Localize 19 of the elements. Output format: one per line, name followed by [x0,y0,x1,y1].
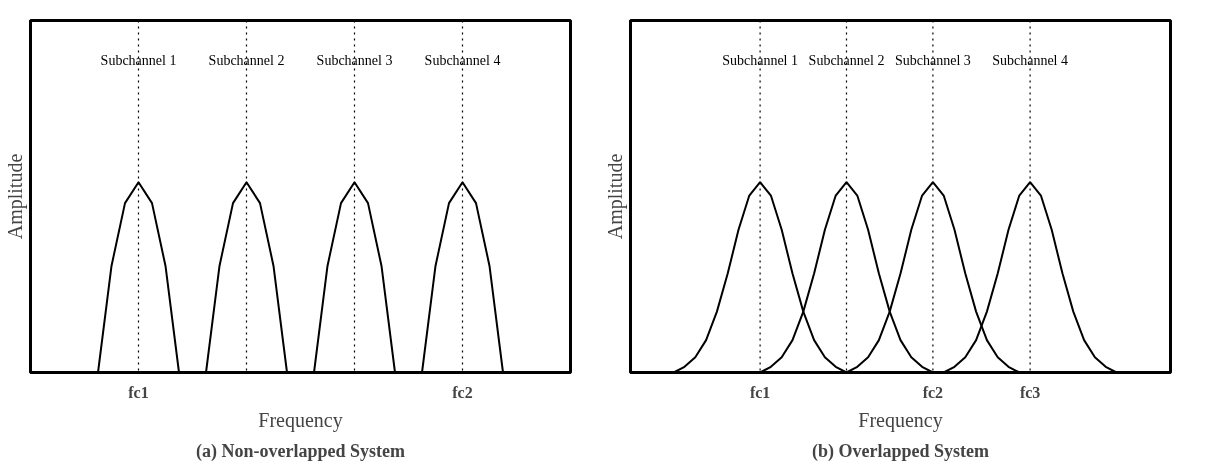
text: Subchannel 4 [992,53,1069,69]
text: Subchannel 1 [722,53,799,69]
x-tick-label: fc1 [749,383,771,401]
text: Subchannel 1 [100,53,177,69]
text: Subchannel 4 [424,53,501,69]
text: Subchannel 2 [208,53,285,69]
text: Subchannel 3 [894,53,971,69]
y-axis-title: Amplitude [3,153,27,240]
text: Subchannel 3 [316,53,393,69]
text: (b) Overlapped System [812,440,989,462]
text: Subchannel 2 [808,53,885,69]
x-tick-label: fc3 [1019,383,1041,401]
y-axis-title: Amplitude [603,153,627,240]
x-tick-label: fc2 [922,383,944,401]
x-axis-title: Frequency [258,408,343,432]
x-tick-label: fc1 [128,383,149,401]
x-tick-label: fc2 [452,383,473,401]
text: (a) Non-overlapped System [196,440,406,462]
x-axis-title: Frequency [858,408,943,432]
